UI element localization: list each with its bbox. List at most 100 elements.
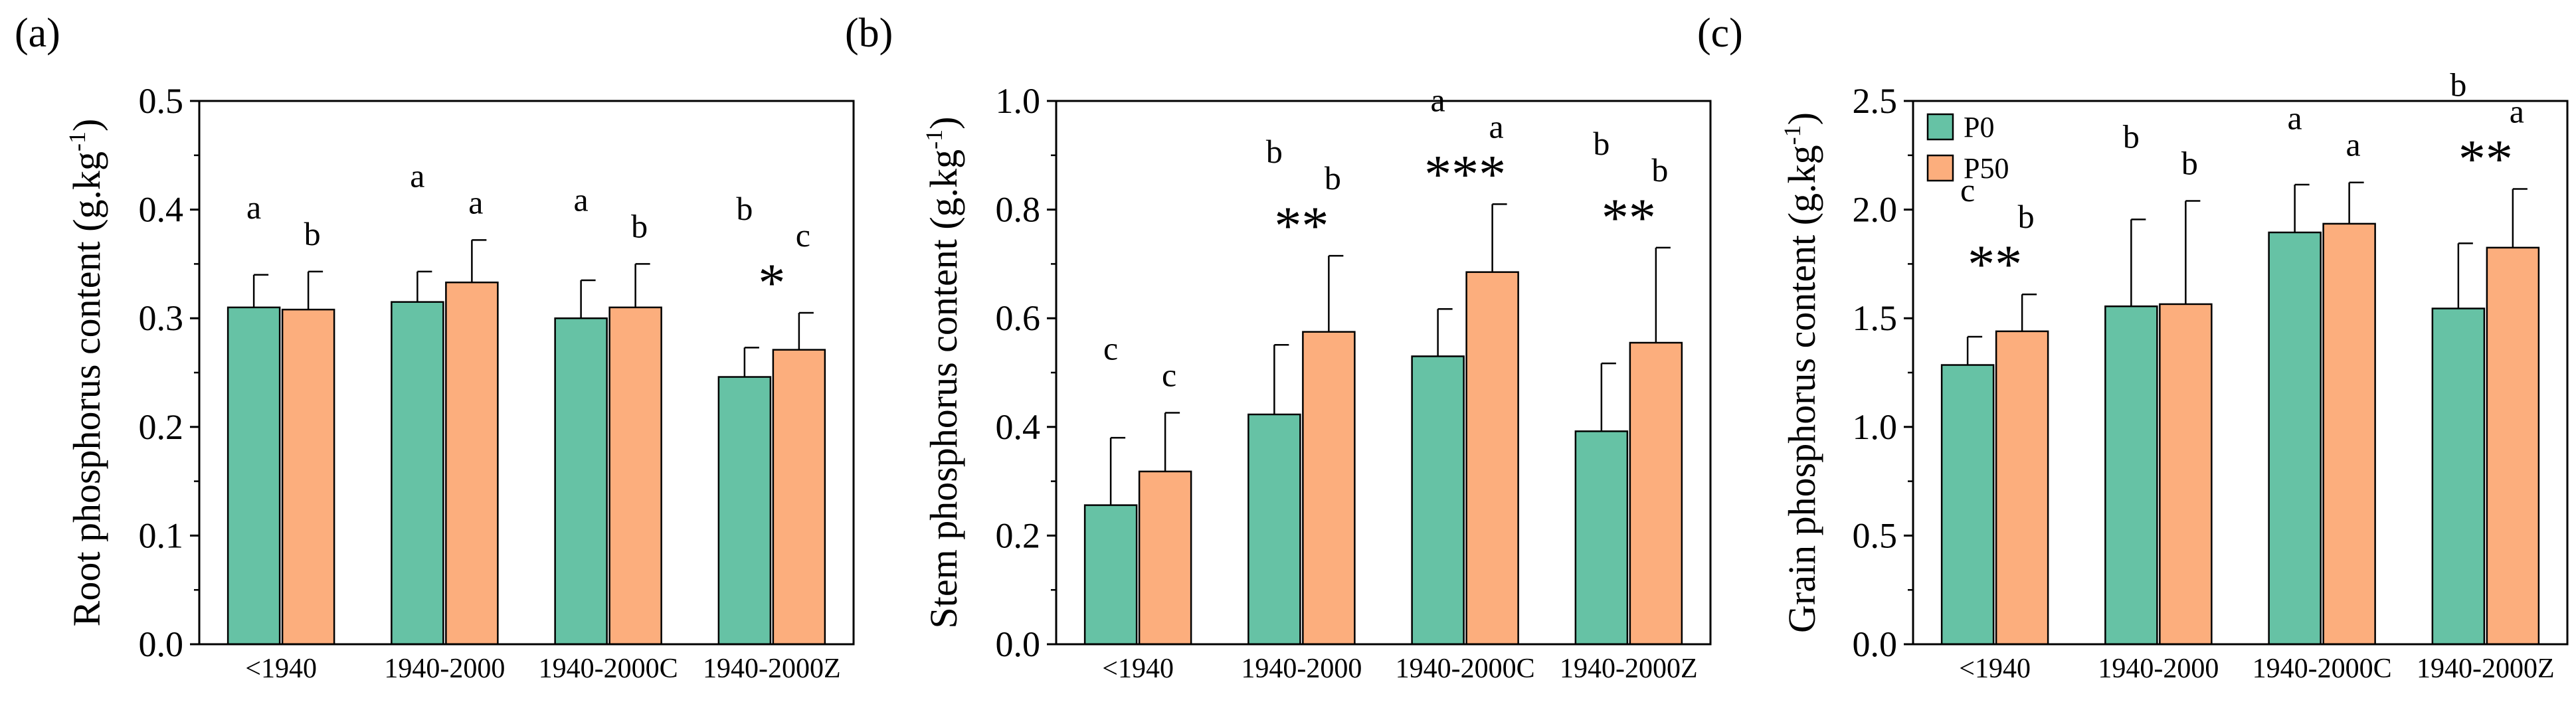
bar-p0-0 [1940, 364, 1995, 646]
panel-label: (b) [845, 11, 893, 56]
y-tick-label: 0.2 [139, 407, 184, 447]
significance-letter: b [304, 215, 321, 252]
y-tick-label: 0.1 [139, 515, 184, 555]
significance-letter: b [2123, 118, 2140, 155]
bar-p0-0 [227, 306, 281, 646]
legend-label: P50 [1964, 152, 2009, 185]
significance-stars: ** [2458, 129, 2513, 189]
x-tick-label: 1940-2000Z [703, 654, 841, 684]
legend-label: P0 [1964, 111, 1994, 143]
panel-2: (b)cc<1940bb**1940-2000aa***1940-2000Cbb… [845, 11, 1712, 684]
significance-stars: * [758, 252, 785, 313]
bar-p50-3 [1629, 341, 1683, 646]
y-axis-title-sup: -1 [64, 132, 90, 151]
bar-p0-1 [2104, 305, 2158, 646]
y-tick-label: 1.0 [996, 81, 1041, 121]
y-axis-title: Stem phosphorus content (g.kg-1) [921, 116, 965, 628]
y-tick-label: 0.8 [996, 190, 1041, 230]
x-tick-label: <1940 [1959, 654, 2031, 684]
bar-p50-0 [1995, 330, 2049, 646]
y-axis-title-sup: -1 [921, 130, 947, 149]
significance-letter: b [1266, 133, 1283, 170]
bar-p0-1 [1247, 413, 1301, 646]
significance-letter: a [1489, 108, 1504, 145]
significance-letter: c [1960, 171, 1975, 209]
x-tick-label: <1940 [1102, 654, 1174, 684]
significance-letter: b [1325, 159, 1341, 197]
significance-stars: ** [1968, 234, 2022, 294]
bar-p50-3 [2486, 246, 2540, 646]
significance-letter: c [796, 217, 810, 254]
bar-p0-3 [1574, 430, 1629, 646]
y-axis-title-main: Root phosphorus content (g.kg [65, 151, 108, 626]
significance-letter: a [2510, 93, 2524, 130]
panel-label: (c) [1697, 11, 1743, 56]
y-axis-title-main: Stem phosphorus content (g.kg [922, 149, 965, 629]
bar-p0-2 [1411, 355, 1465, 646]
y-tick-label: 1.5 [1853, 298, 1898, 338]
x-tick-label: 1940-2000 [384, 654, 505, 684]
legend-swatch-p50 [1926, 154, 1954, 182]
bar-p50-0 [1138, 470, 1192, 646]
y-tick-label: 0.5 [139, 81, 184, 121]
y-tick-label: 2.5 [1853, 81, 1898, 121]
significance-letter: c [1162, 357, 1176, 394]
y-tick-label: 2.0 [1853, 190, 1898, 230]
x-tick-label: 1940-2000Z [1560, 654, 1698, 684]
legend-swatch-p0 [1926, 113, 1954, 141]
bar-p50-2 [608, 306, 662, 646]
bar-p0-0 [1083, 504, 1138, 646]
significance-letter: a [574, 181, 589, 218]
panel-3: (c)cb**<1940bb1940-2000aa1940-2000Cba**1… [1697, 11, 2569, 684]
x-tick-label: 1940-2000 [2098, 654, 2219, 684]
x-tick-label: 1940-2000C [539, 654, 678, 684]
bar-p50-1 [445, 281, 499, 646]
panel-1: (a) a b <1940 a a 1940-2000 a b 1940-2000C b c * 1940… [15, 11, 855, 684]
y-axis-title-main: Grain phosphorus content (g.kg [1780, 145, 1823, 633]
significance-letter: a [410, 157, 424, 194]
bar-p0-1 [391, 301, 444, 646]
significance-letter: b [736, 190, 753, 227]
significance-letter: a [246, 189, 261, 226]
bar-p50-3 [772, 349, 826, 646]
bar-p0-2 [554, 317, 608, 646]
significance-letter: c [1103, 330, 1118, 367]
y-axis-title: Grain phosphorus content (g.kg-1) [1779, 112, 1823, 633]
significance-letter: a [468, 183, 483, 221]
bar-p0-3 [2431, 308, 2486, 646]
significance-stars: *** [1424, 143, 1506, 204]
y-tick-label: 0.0 [1853, 624, 1898, 664]
bar-p50-1 [1302, 331, 1356, 646]
y-axis-title-close: ) [922, 116, 965, 129]
significance-letter: b [1593, 125, 1610, 162]
panel-label: (a) [15, 11, 60, 56]
y-tick-label: 0.4 [996, 407, 1041, 447]
bar-p50-2 [2322, 222, 2376, 646]
significance-stars: ** [1602, 187, 1656, 248]
y-tick-label: 0.6 [996, 298, 1041, 338]
y-tick-label: 0.0 [996, 624, 1041, 664]
y-tick-label: 0.2 [996, 515, 1041, 555]
bar-p0-2 [2268, 231, 2322, 646]
y-tick-label: 0.0 [139, 624, 184, 664]
significance-letter: b [2018, 198, 2035, 235]
y-axis-title-sup: -1 [1779, 125, 1805, 145]
y-tick-label: 0.4 [139, 190, 184, 230]
y-tick-label: 1.0 [1853, 407, 1898, 447]
x-tick-label: 1940-2000C [1396, 654, 1535, 684]
bar-p50-2 [1465, 271, 1519, 646]
y-axis-title: Root phosphorus content (g.kg-1) [64, 119, 108, 627]
y-axis-title-close: ) [1780, 112, 1823, 125]
bar-p0-3 [717, 376, 772, 646]
x-tick-label: 1940-2000 [1241, 654, 1362, 684]
y-tick-label: 0.3 [139, 298, 184, 338]
bar-p50-1 [2159, 303, 2213, 646]
significance-letter: a [2346, 126, 2361, 163]
y-axis-title-close: ) [65, 119, 108, 132]
significance-letter: b [2181, 145, 2198, 182]
x-tick-label: 1940-2000C [2253, 654, 2392, 684]
x-tick-label: 1940-2000Z [2417, 654, 2555, 684]
significance-letter: b [2450, 66, 2466, 104]
